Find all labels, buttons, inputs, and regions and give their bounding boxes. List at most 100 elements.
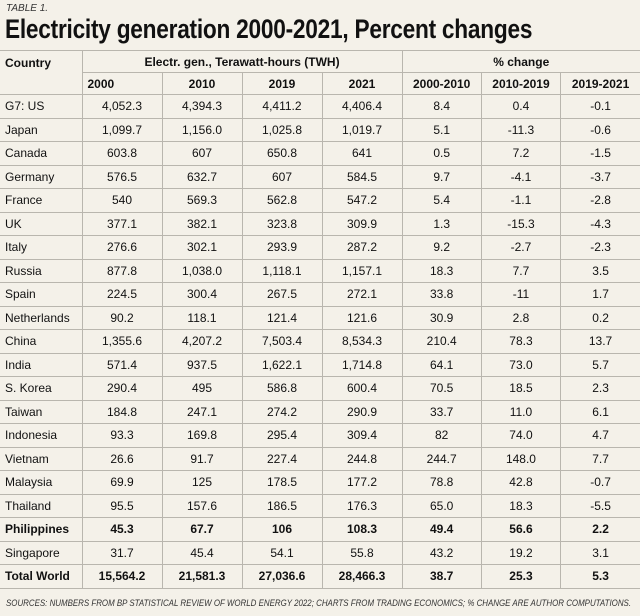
value-cell: 74.0 <box>480 423 562 448</box>
value-cell: 157.6 <box>161 493 243 518</box>
value-cell: 274.2 <box>241 399 323 424</box>
value-cell: 300.4 <box>161 282 243 307</box>
table-row: Indonesia 93.3 169.8 295.4 309.4 82 74.0 4.7 <box>0 423 640 448</box>
header-cell: 2010-2019 <box>480 72 562 95</box>
value-cell: 70.5 <box>401 376 482 401</box>
value-cell: 5.4 <box>401 188 482 213</box>
country-cell: G7: US <box>0 94 83 119</box>
value-cell: 65.0 <box>401 493 482 518</box>
value-cell: 45.4 <box>161 540 243 565</box>
value-cell: 178.5 <box>241 470 323 495</box>
value-cell: 176.3 <box>321 493 403 518</box>
value-cell: -11.3 <box>480 117 562 142</box>
value-cell: 4,207.2 <box>161 329 243 354</box>
value-cell: 30.9 <box>401 305 482 330</box>
value-cell: 8,534.3 <box>321 329 403 354</box>
value-cell: 25.3 <box>480 564 562 589</box>
table-row: Russia 877.8 1,038.0 1,118.1 1,157.1 18.3 7.7 3… <box>0 258 640 283</box>
country-cell: Russia <box>0 258 83 283</box>
header-cell: 2000-2010 <box>401 72 482 95</box>
country-cell: China <box>0 329 83 354</box>
value-cell: 5.3 <box>560 564 640 589</box>
value-cell: 290.9 <box>321 399 403 424</box>
value-cell: 1,118.1 <box>241 258 323 283</box>
country-cell: France <box>0 188 83 213</box>
value-cell: 0.5 <box>401 141 482 166</box>
table-row: S. Korea 290.4 495 586.8 600.4 70.5 18.5 2.3 <box>0 376 640 401</box>
value-cell: 125 <box>161 470 243 495</box>
value-cell: 323.8 <box>241 211 323 236</box>
value-cell: -1.5 <box>560 141 640 166</box>
value-cell: -0.6 <box>560 117 640 142</box>
value-cell: 7.7 <box>560 446 640 471</box>
value-cell: 1,156.0 <box>161 117 243 142</box>
value-cell: 18.5 <box>480 376 562 401</box>
value-cell: 90.2 <box>81 305 163 330</box>
value-cell: 4,406.4 <box>321 94 403 119</box>
value-cell: 9.7 <box>401 164 482 189</box>
value-cell: 148.0 <box>480 446 562 471</box>
value-cell: 7,503.4 <box>241 329 323 354</box>
value-cell: 586.8 <box>241 376 323 401</box>
value-cell: 121.4 <box>241 305 323 330</box>
value-cell: 293.9 <box>241 235 323 260</box>
country-cell: S. Korea <box>0 376 83 401</box>
table-row: Spain 224.5 300.4 267.5 272.1 33.8 -11 1.7 <box>0 282 640 307</box>
value-cell: 56.6 <box>480 517 562 542</box>
table-row: Vietnam 26.6 91.7 227.4 244.8 244.7 148.0 7.7 <box>0 446 640 471</box>
value-cell: 108.3 <box>321 517 403 542</box>
value-cell: 290.4 <box>81 376 163 401</box>
value-cell: 5.7 <box>560 352 640 377</box>
value-cell: 244.7 <box>401 446 482 471</box>
value-cell: 7.2 <box>480 141 562 166</box>
country-cell: Japan <box>0 117 83 142</box>
value-cell: 18.3 <box>480 493 562 518</box>
value-cell: 1,157.1 <box>321 258 403 283</box>
value-cell: -4.1 <box>480 164 562 189</box>
value-cell: 33.7 <box>401 399 482 424</box>
table-row: India 571.4 937.5 1,622.1 1,714.8 64.1 73.0 5.7 <box>0 352 640 377</box>
table-row: Total World 15,564.2 21,581.3 27,036.6 28,46… <box>0 564 640 589</box>
table-row: Germany 576.5 632.7 607 584.5 9.7 -4.1 -3.7 <box>0 164 640 189</box>
value-cell: 78.8 <box>401 470 482 495</box>
value-cell: 186.5 <box>241 493 323 518</box>
value-cell: 540 <box>81 188 163 213</box>
header-row: Country Electr. gen., Terawatt-hours (TW… <box>0 50 640 95</box>
value-cell: 937.5 <box>161 352 243 377</box>
value-cell: 4,411.2 <box>241 94 323 119</box>
value-cell: 547.2 <box>321 188 403 213</box>
header-cell: 2010 <box>161 72 243 95</box>
country-cell: Netherlands <box>0 305 83 330</box>
value-cell: 576.5 <box>81 164 163 189</box>
value-cell: 1,714.8 <box>321 352 403 377</box>
value-cell: -4.3 <box>560 211 640 236</box>
country-cell: India <box>0 352 83 377</box>
header-cell: 2000 <box>82 72 163 95</box>
table-row: Netherlands 90.2 118.1 121.4 121.6 30.9 2.8 0.2 <box>0 305 640 330</box>
value-cell: 38.7 <box>401 564 482 589</box>
country-cell: Indonesia <box>0 423 83 448</box>
value-cell: 4,052.3 <box>81 94 163 119</box>
value-cell: 5.1 <box>401 117 482 142</box>
value-cell: 0.4 <box>480 94 562 119</box>
country-cell: Vietnam <box>0 446 83 471</box>
value-cell: 295.4 <box>241 423 323 448</box>
value-cell: 571.4 <box>81 352 163 377</box>
header-row: 2000 2010 2019 2021 2000-2010 2010-2019 2019-2… <box>0 72 640 95</box>
value-cell: 184.8 <box>81 399 163 424</box>
value-cell: 33.8 <box>401 282 482 307</box>
table-row: Japan 1,099.7 1,156.0 1,025.8 1,019.7 5.1 -11.… <box>0 117 640 142</box>
value-cell: 73.0 <box>480 352 562 377</box>
value-cell: 1,019.7 <box>321 117 403 142</box>
value-cell: 27,036.6 <box>241 564 323 589</box>
header-cell: 2019 <box>241 72 323 95</box>
value-cell: 43.2 <box>401 540 482 565</box>
value-cell: 244.8 <box>321 446 403 471</box>
value-cell: 121.6 <box>321 305 403 330</box>
value-cell: 45.3 <box>81 517 163 542</box>
value-cell: 224.5 <box>81 282 163 307</box>
value-cell: 607 <box>161 141 243 166</box>
value-cell: 302.1 <box>161 235 243 260</box>
value-cell: 4,394.3 <box>161 94 243 119</box>
table-row: Thailand 95.5 157.6 186.5 176.3 65.0 18.3 -5.5 <box>0 493 640 518</box>
